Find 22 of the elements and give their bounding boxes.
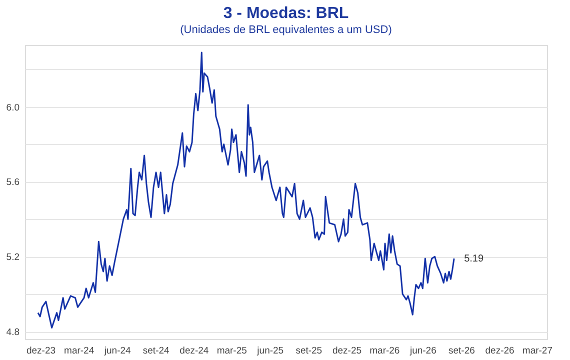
x-tick-label: mar-25: [216, 346, 247, 356]
chart-title: 3 - Moedas: BRL: [223, 5, 349, 22]
chart-subtitle: (Unidades de BRL equivalentes a um USD): [180, 24, 392, 36]
x-tick-label: mar-26: [370, 346, 400, 356]
x-tick-label: mar-27: [522, 346, 552, 356]
y-tick-label: 4.8: [6, 327, 20, 338]
x-tick-label: set-25: [296, 346, 322, 356]
y-tick-label: 5.2: [6, 252, 20, 264]
x-tick-label: set-24: [142, 346, 170, 356]
x-tick-label: jun-24: [103, 346, 131, 356]
x-tick-label: mar-24: [64, 346, 94, 356]
y-tick-label: 6.0: [6, 102, 20, 114]
x-tick-label: dez-24: [180, 346, 209, 356]
annotation: 5.19: [464, 253, 484, 264]
x-tick-label: dez-23: [26, 346, 56, 356]
x-tick-label: dez-26: [485, 346, 514, 356]
x-tick-label: jun-26: [408, 346, 436, 356]
y-tick-label: 5.6: [6, 177, 20, 188]
x-tick-label: set-26: [448, 346, 475, 356]
x-tick-label: jun-25: [256, 346, 284, 356]
x-tick-label: dez-25: [332, 346, 362, 356]
line-series: [37, 52, 455, 329]
